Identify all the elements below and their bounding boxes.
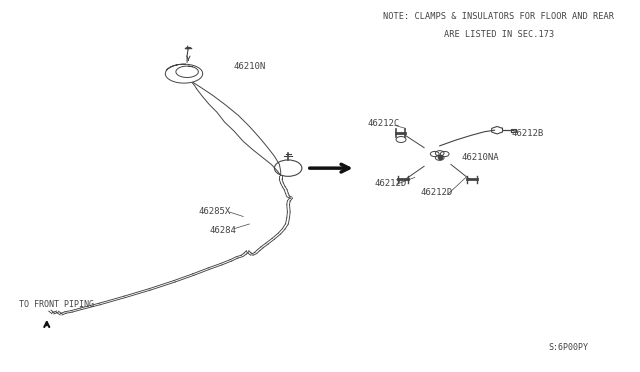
Text: 46212D: 46212D xyxy=(374,179,406,188)
Text: 46212C: 46212C xyxy=(368,119,400,128)
Text: 46210N: 46210N xyxy=(234,62,266,71)
Text: TO FRONT PIPING: TO FRONT PIPING xyxy=(19,300,93,309)
Text: 46285X: 46285X xyxy=(198,207,230,216)
Text: 46210NA: 46210NA xyxy=(461,153,499,162)
Text: NOTE: CLAMPS & INSULATORS FOR FLOOR AND REAR: NOTE: CLAMPS & INSULATORS FOR FLOOR AND … xyxy=(383,12,614,20)
Text: ARE LISTED IN SEC.173: ARE LISTED IN SEC.173 xyxy=(444,30,554,39)
Text: 46212B: 46212B xyxy=(511,129,544,138)
Text: 46284: 46284 xyxy=(209,225,236,234)
Text: S:6P00PY: S:6P00PY xyxy=(549,343,589,352)
Text: 46212D: 46212D xyxy=(421,188,453,197)
